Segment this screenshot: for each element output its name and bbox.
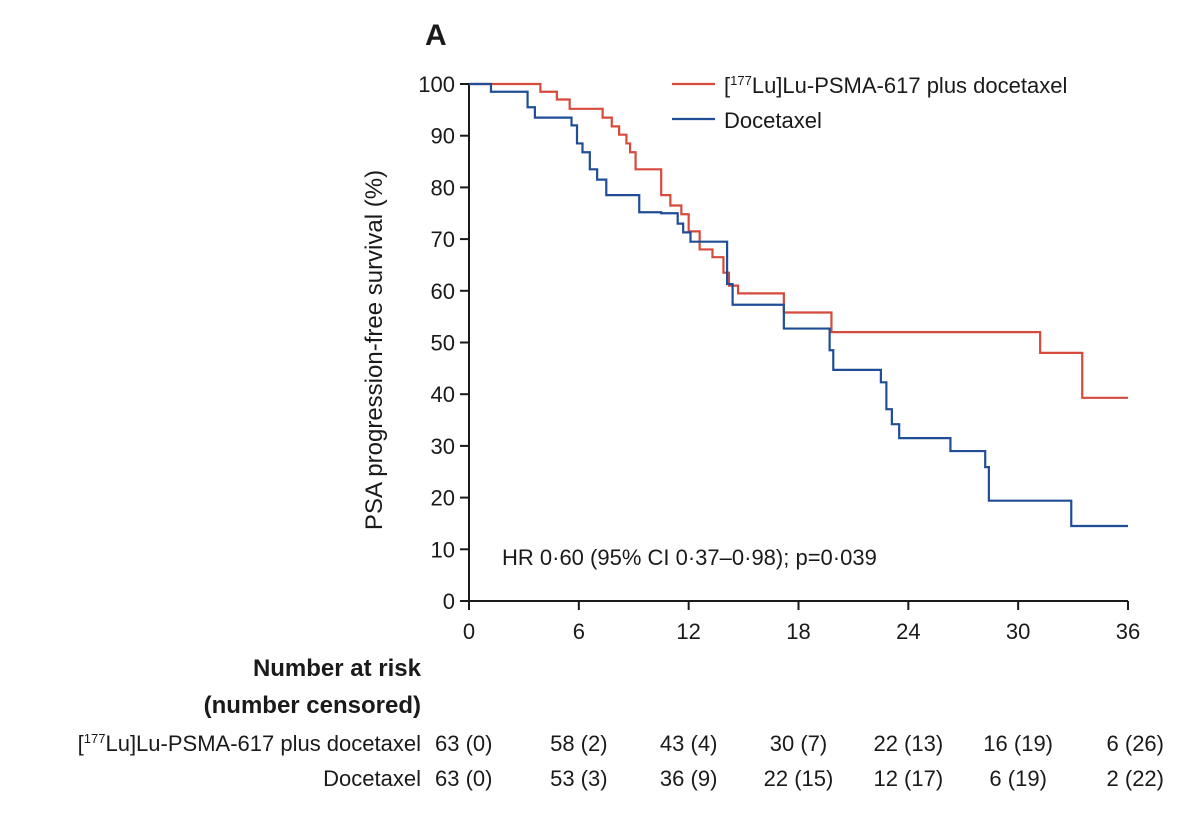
survival-curves: [469, 82, 1128, 528]
x-tick-label: 24: [896, 619, 920, 644]
risk-cells: 63 (0) 58 (2) 43 (4) 30 (7) 22 (13) 16 (19) 6 …: [435, 731, 1164, 791]
y-axis-label: PSA progression-free survival (%): [361, 170, 388, 530]
y-tick-label: 20: [431, 486, 455, 511]
legend-label-combo: [177Lu]Lu-PSMA-617 plus docetaxel: [724, 73, 1067, 98]
risk-cell: 63 (0): [435, 731, 492, 756]
y-tick-label: 90: [431, 124, 455, 149]
x-ticks: 0 6 12 18 24 30 36: [463, 601, 1140, 644]
risk-cell: 43 (4): [660, 731, 717, 756]
risk-cell: 2 (22): [1107, 766, 1164, 791]
risk-cell: 30 (7): [770, 731, 827, 756]
risk-row-label-docetaxel: Docetaxel: [323, 766, 421, 791]
curve-docetaxel: [469, 82, 1128, 528]
risk-row-label-combo: [177Lu]Lu-PSMA-617 plus docetaxel: [78, 731, 421, 756]
risk-cell: 6 (19): [989, 766, 1046, 791]
risk-cell: 63 (0): [435, 766, 492, 791]
risk-cell: 16 (19): [983, 731, 1053, 756]
x-tick-label: 12: [676, 619, 700, 644]
risk-cell: 36 (9): [660, 766, 717, 791]
risk-cell: 22 (15): [764, 766, 834, 791]
y-tick-label: 70: [431, 227, 455, 252]
legend-label-docetaxel: Docetaxel: [724, 108, 822, 133]
risk-cell: 12 (17): [873, 766, 943, 791]
x-tick-label: 0: [463, 619, 475, 644]
risk-table-title: Number at risk: [253, 655, 422, 682]
x-tick-label: 18: [786, 619, 810, 644]
hazard-ratio-annotation: HR 0·60 (95% CI 0·37–0·98); p=0·039: [502, 545, 877, 570]
panel-label: A: [425, 19, 447, 52]
axes: [468, 84, 1128, 602]
y-tick-label: 100: [418, 72, 455, 97]
y-ticks: 0 10 20 30 40 50 60 70 80 90 100: [418, 72, 469, 614]
y-tick-label: 0: [443, 589, 455, 614]
y-tick-label: 80: [431, 175, 455, 200]
legend: [177Lu]Lu-PSMA-617 plus docetaxel Doceta…: [672, 73, 1067, 133]
y-tick-label: 60: [431, 279, 455, 304]
x-tick-label: 30: [1006, 619, 1030, 644]
risk-cell: 53 (3): [550, 766, 607, 791]
risk-cell: 58 (2): [550, 731, 607, 756]
y-tick-label: 30: [431, 434, 455, 459]
risk-table: Number at risk (number censored) [177Lu]…: [78, 655, 1164, 791]
x-tick-label: 6: [573, 619, 585, 644]
y-tick-label: 10: [431, 537, 455, 562]
y-tick-label: 50: [431, 331, 455, 356]
risk-cell: 22 (13): [873, 731, 943, 756]
curve-combo: [469, 82, 1128, 399]
risk-table-subtitle: (number censored): [204, 692, 421, 719]
risk-cell: 6 (26): [1107, 731, 1164, 756]
x-tick-label: 36: [1116, 619, 1140, 644]
y-tick-label: 40: [431, 382, 455, 407]
